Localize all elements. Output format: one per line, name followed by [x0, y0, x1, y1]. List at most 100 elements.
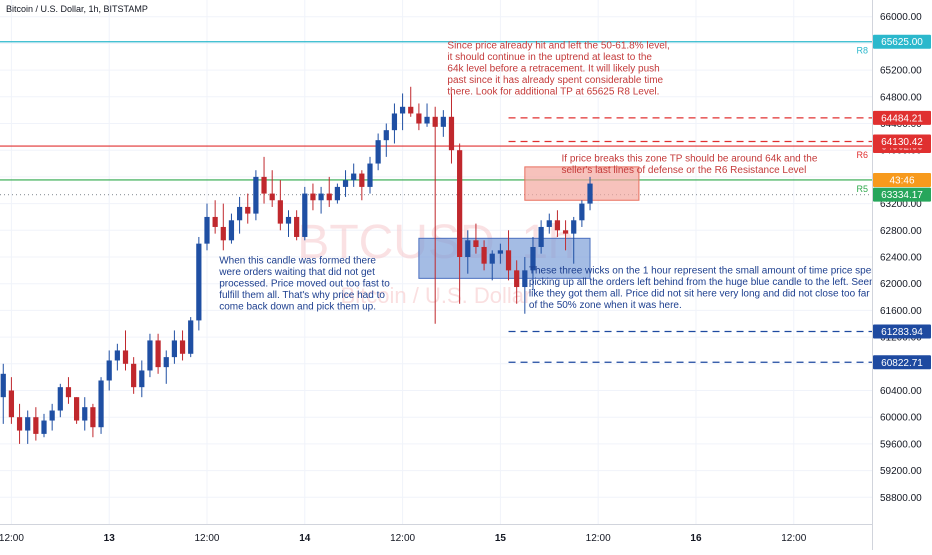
candle	[269, 170, 275, 207]
candle	[147, 333, 153, 378]
y-tick-label: 60000.00	[880, 413, 922, 424]
price-tag	[873, 134, 931, 149]
candle	[318, 186, 324, 214]
candle-body	[359, 173, 365, 187]
candle	[228, 213, 235, 244]
candle-body	[554, 220, 561, 231]
candle-body	[98, 380, 104, 428]
price-axis-bg	[872, 0, 932, 550]
candle-body	[562, 230, 569, 234]
candle	[236, 196, 243, 234]
candle-body	[8, 390, 15, 418]
candle-body	[155, 340, 161, 368]
candle	[122, 330, 129, 371]
y-tick-label: 59200.00	[880, 466, 922, 477]
candle	[497, 243, 503, 264]
price-tag	[873, 187, 931, 202]
price-tag	[873, 324, 931, 339]
candle	[114, 343, 120, 371]
x-tick-label: 14	[299, 533, 311, 544]
price-tag	[873, 110, 931, 125]
candle	[131, 357, 137, 394]
candle	[0, 363, 6, 424]
x-tick-label: 12:00	[781, 533, 806, 544]
candle	[57, 383, 63, 418]
candle-body	[49, 410, 55, 421]
candle-body	[310, 193, 316, 201]
candle	[432, 106, 438, 324]
candle-body	[220, 226, 226, 241]
candle	[188, 317, 194, 358]
x-tick-label: 12:00	[390, 533, 415, 544]
candle	[367, 156, 373, 194]
candle	[204, 203, 210, 251]
price-tag-label: 64130.42	[881, 137, 923, 148]
candle-body	[424, 116, 430, 124]
watermark-sub: Bitcoin / U.S. Dollar	[341, 283, 532, 308]
y-tick-label: 63200.00	[880, 199, 922, 210]
candles	[0, 86, 593, 444]
x-tick-label: 13	[104, 533, 116, 544]
y-tick-label: 58800.00	[880, 493, 922, 504]
candle	[489, 250, 495, 281]
y-tick-label: 62400.00	[880, 252, 922, 263]
candle-body	[318, 193, 324, 201]
chart-title: Bitcoin / U.S. Dollar, 1h, BITSTAMP	[6, 4, 148, 14]
candle-body	[538, 226, 544, 247]
x-tick-label: 15	[495, 533, 507, 544]
candle	[41, 413, 47, 438]
candle-body	[408, 106, 414, 114]
candle	[326, 176, 332, 207]
candle-body	[0, 373, 6, 398]
annotation-note: If price breaks this zone TP should be a…	[562, 154, 818, 177]
candle-body	[481, 246, 487, 264]
candle	[294, 210, 300, 241]
candle-body	[432, 116, 438, 127]
candle-body	[457, 150, 463, 257]
candle-body	[546, 220, 552, 227]
candle	[33, 407, 39, 441]
candle	[399, 93, 406, 131]
candle	[351, 163, 357, 187]
candle	[155, 333, 161, 374]
candle	[16, 403, 23, 444]
candle	[196, 236, 202, 331]
level-tag: R5	[856, 184, 868, 194]
candle-body	[188, 320, 194, 354]
price-tag-label: 61283.94	[881, 327, 923, 338]
candle	[391, 103, 398, 144]
candle	[25, 410, 31, 444]
candle-body	[505, 250, 512, 271]
candle-body	[473, 240, 479, 247]
candle-body	[489, 253, 495, 264]
y-tick-label: 60400.00	[880, 386, 922, 397]
candle	[245, 193, 251, 224]
candle	[579, 200, 585, 227]
zones	[418, 166, 640, 279]
candle-body	[73, 397, 80, 421]
candle	[253, 170, 259, 221]
candle-body	[334, 186, 340, 201]
y-tick-label: 66000.00	[880, 12, 922, 23]
candle-body	[106, 360, 112, 381]
candle	[82, 397, 88, 431]
candle-body	[228, 220, 235, 241]
y-tick-label: 59600.00	[880, 439, 922, 450]
candle	[562, 220, 569, 251]
candle-body	[163, 357, 169, 368]
candle	[212, 200, 218, 234]
candle-body	[236, 206, 243, 221]
candle	[359, 170, 365, 201]
x-tick-label: 16	[690, 533, 702, 544]
candle-body	[294, 216, 300, 237]
price-tag-label: 43:46	[889, 175, 914, 186]
candle-body	[302, 193, 308, 237]
candle	[424, 103, 430, 127]
price-tag-label: 64484.21	[881, 113, 923, 124]
candle-body	[522, 270, 528, 288]
level-tag: R8	[856, 46, 868, 56]
sell-zone	[524, 166, 640, 201]
